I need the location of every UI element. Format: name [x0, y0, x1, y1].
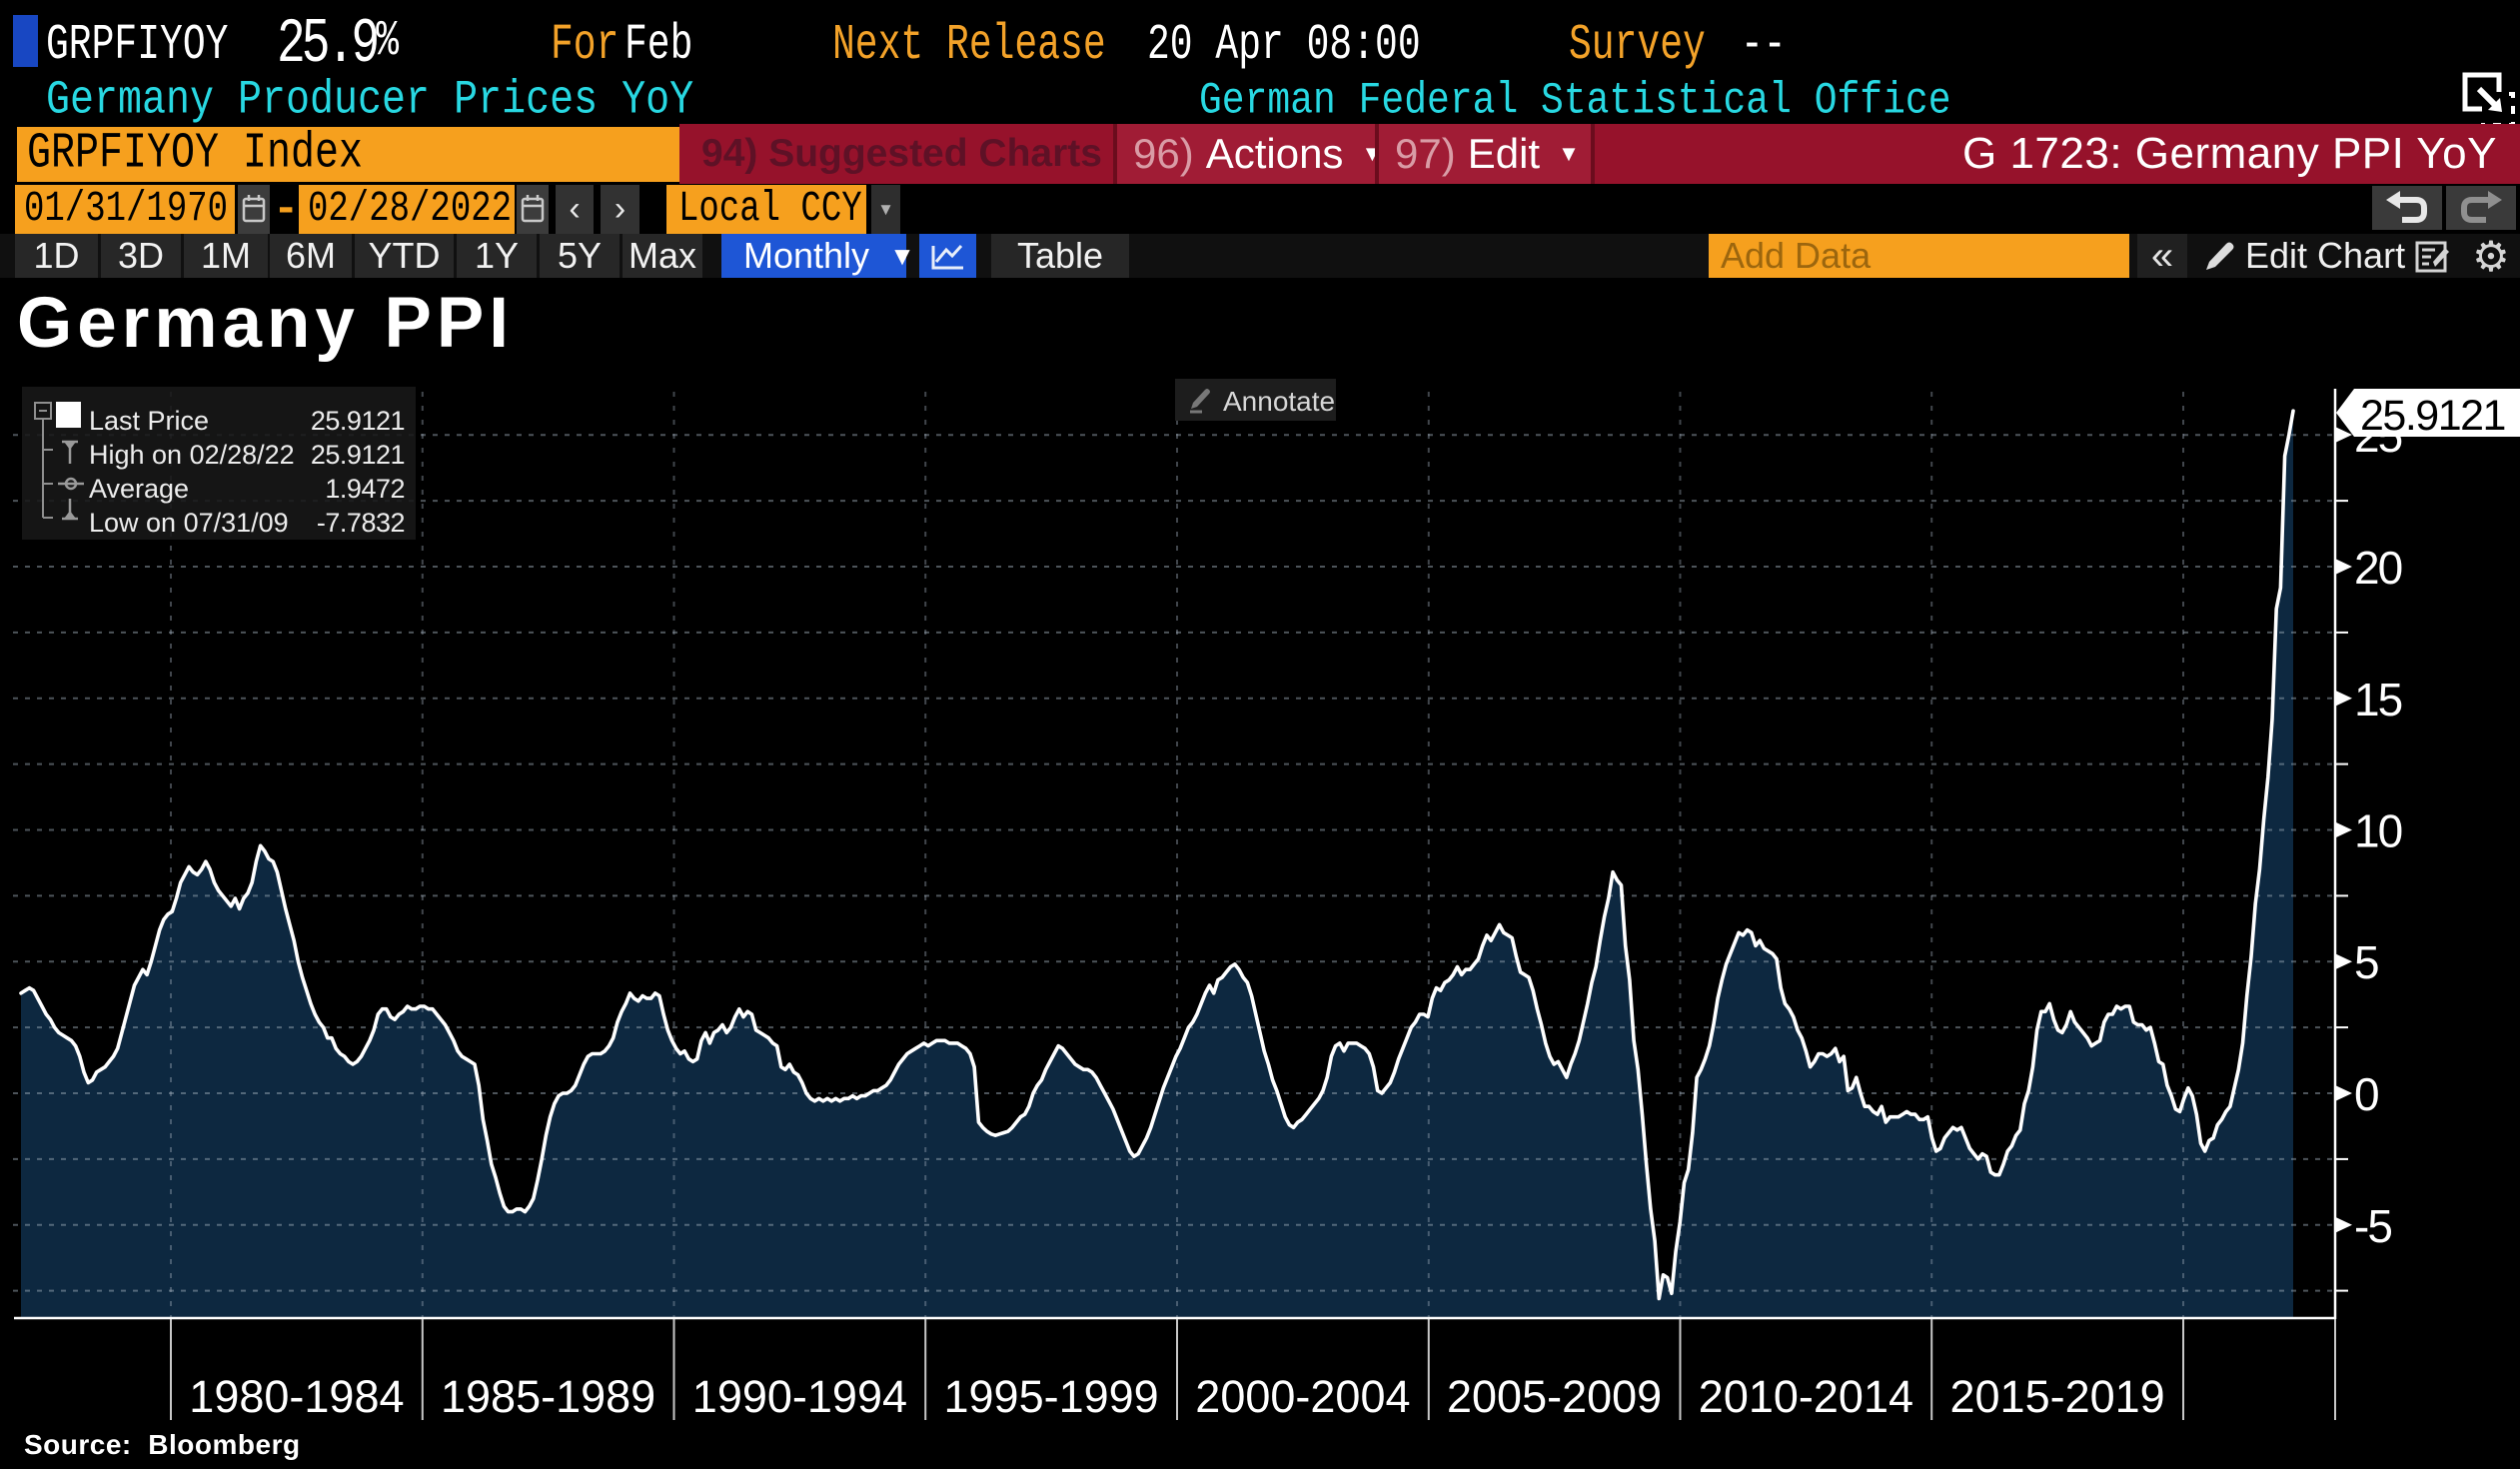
svg-text:20: 20	[2354, 542, 2402, 594]
svg-text:1990-1994: 1990-1994	[692, 1371, 907, 1422]
svg-text:2005-2009: 2005-2009	[1447, 1371, 1662, 1422]
svg-text:25.9121: 25.9121	[2360, 392, 2505, 440]
svg-text:2000-2004: 2000-2004	[1195, 1371, 1410, 1422]
svg-text:10: 10	[2354, 805, 2402, 857]
svg-text:0: 0	[2354, 1068, 2378, 1120]
svg-text:15: 15	[2354, 674, 2402, 726]
svg-text:2015-2019: 2015-2019	[1949, 1371, 2164, 1422]
svg-text:1980-1984: 1980-1984	[189, 1371, 404, 1422]
svg-text:-5: -5	[2354, 1200, 2391, 1252]
svg-text:5: 5	[2354, 936, 2378, 988]
svg-text:2010-2014: 2010-2014	[1699, 1371, 1913, 1422]
svg-text:1995-1999: 1995-1999	[943, 1371, 1158, 1422]
svg-text:1985-1989: 1985-1989	[441, 1371, 655, 1422]
